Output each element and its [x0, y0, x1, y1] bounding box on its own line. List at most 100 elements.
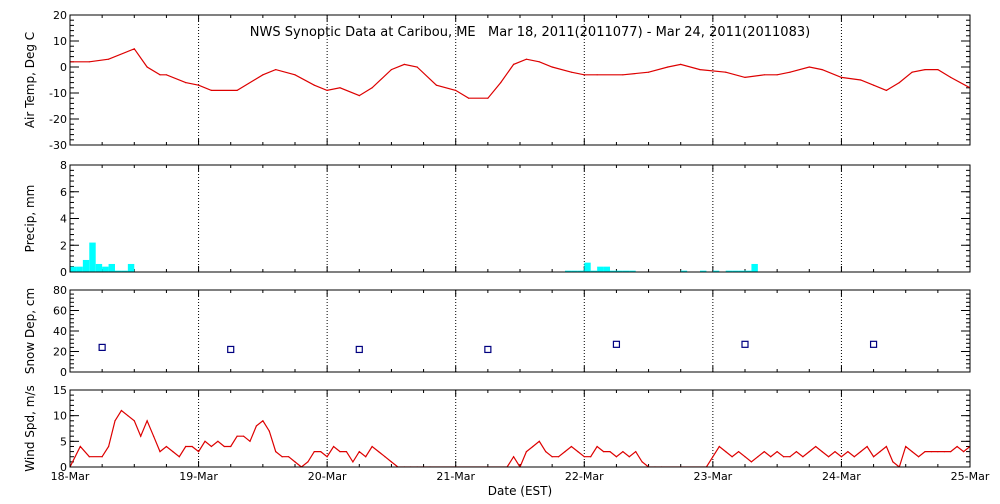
wind-point	[352, 461, 354, 463]
wind-point	[165, 445, 168, 448]
wind-point	[127, 415, 129, 417]
airtemp-point	[667, 66, 669, 68]
wind-point	[821, 451, 823, 453]
precip-y-tick-label: 0	[60, 266, 67, 279]
airtemp-frame	[69, 14, 971, 146]
wind-point	[905, 445, 907, 448]
wind-point	[197, 451, 200, 453]
wind-y-tick-label: 10	[53, 410, 67, 423]
snow-point	[741, 340, 749, 348]
airtemp-point	[538, 61, 540, 63]
precip-bar	[76, 266, 83, 272]
airtemp-point	[416, 66, 418, 68]
wind-y-tick-label: 5	[60, 435, 67, 448]
airtemp-y-tick-label: 10	[53, 35, 67, 48]
wind-point	[178, 456, 180, 458]
airtemp-point	[467, 97, 470, 99]
wind-point	[551, 456, 553, 458]
airtemp-point	[294, 74, 296, 76]
wind-point	[358, 451, 360, 453]
x-tick-label: 18-Mar	[51, 470, 90, 483]
airtemp-point	[371, 87, 373, 89]
precip-bar	[712, 270, 720, 272]
x-axis-label: Date (EST)	[488, 484, 552, 498]
wind-point	[564, 451, 566, 453]
airtemp-point	[185, 82, 187, 84]
airtemp-point	[570, 71, 573, 73]
precip-series	[70, 242, 758, 272]
airtemp-point	[358, 95, 360, 97]
wind-point	[943, 451, 945, 453]
precip-bar	[590, 270, 598, 272]
wind-point	[236, 435, 238, 437]
snow-point	[869, 340, 878, 348]
wind-point	[146, 420, 148, 422]
wind-point	[628, 456, 630, 458]
airtemp-point	[699, 69, 701, 71]
precip-bar	[622, 270, 630, 272]
snow-y-tick-label: 60	[53, 305, 67, 318]
wind-point	[725, 451, 727, 453]
precip-bar	[565, 270, 572, 272]
wind-point	[185, 445, 187, 448]
airtemp-point	[911, 71, 913, 73]
wind-point	[930, 451, 933, 453]
precip-bar	[616, 270, 623, 272]
wind-y-axis-label: Wind Spd, m/s	[23, 385, 37, 471]
airtemp-point	[210, 89, 213, 91]
wind-point	[712, 456, 714, 458]
wind-point	[275, 451, 277, 453]
wind-point	[79, 445, 81, 448]
airtemp-point	[146, 66, 148, 68]
wind-y-tick-label: 15	[53, 384, 67, 397]
airtemp-point	[512, 63, 515, 65]
wind-point	[570, 445, 573, 448]
precip-frame	[69, 164, 971, 273]
airtemp-line	[70, 48, 970, 99]
wind-point	[114, 420, 116, 422]
wind-point	[384, 456, 386, 458]
airtemp-point	[725, 71, 727, 73]
precip-bar	[127, 263, 135, 272]
wind-point	[223, 445, 225, 448]
x-tick-label: 20-Mar	[308, 470, 347, 483]
wind-point	[120, 409, 123, 412]
airtemp-point	[133, 48, 135, 50]
wind-point	[615, 456, 618, 458]
wind-point	[602, 451, 605, 453]
airtemp-point	[275, 69, 277, 71]
wind-point	[892, 461, 894, 463]
wind-point	[287, 456, 290, 458]
airtemp-y-tick-label: 0	[60, 61, 67, 74]
snow-y-tick-label: 0	[60, 366, 67, 379]
x-tick-label: 24-Mar	[822, 470, 861, 483]
wind-point	[885, 445, 888, 448]
wind-panel: 0 5 10 15 Wind Spd, m/s	[23, 384, 971, 474]
wind-point	[88, 456, 90, 458]
wind-point	[853, 456, 855, 458]
x-tick-label: 25-Mar	[951, 470, 990, 483]
airtemp-y-tick-label: -10	[49, 87, 67, 100]
snow-frame	[69, 289, 971, 373]
x-tick-label: 22-Mar	[565, 470, 604, 483]
wind-point	[532, 445, 534, 448]
precip-bar	[745, 270, 752, 272]
precip-bar	[108, 263, 115, 272]
wind-point	[255, 425, 258, 427]
airtemp-point	[680, 63, 682, 65]
snow-point	[612, 340, 621, 348]
wind-point	[512, 456, 515, 458]
precip-y-tick-label: 8	[60, 159, 67, 172]
airtemp-y-axis-label: Air Temp, Deg C	[23, 32, 37, 128]
precip-bar	[571, 270, 578, 272]
wind-point	[249, 440, 251, 442]
airtemp-point	[262, 74, 264, 76]
precip-bar	[603, 266, 610, 272]
airtemp-point	[326, 89, 328, 91]
airtemp-point	[622, 74, 624, 76]
wind-y-tick-label: 0	[60, 461, 67, 474]
wind-point	[737, 451, 740, 453]
wind-point	[834, 451, 836, 453]
precip-bar	[121, 270, 128, 272]
wind-point	[268, 430, 270, 432]
